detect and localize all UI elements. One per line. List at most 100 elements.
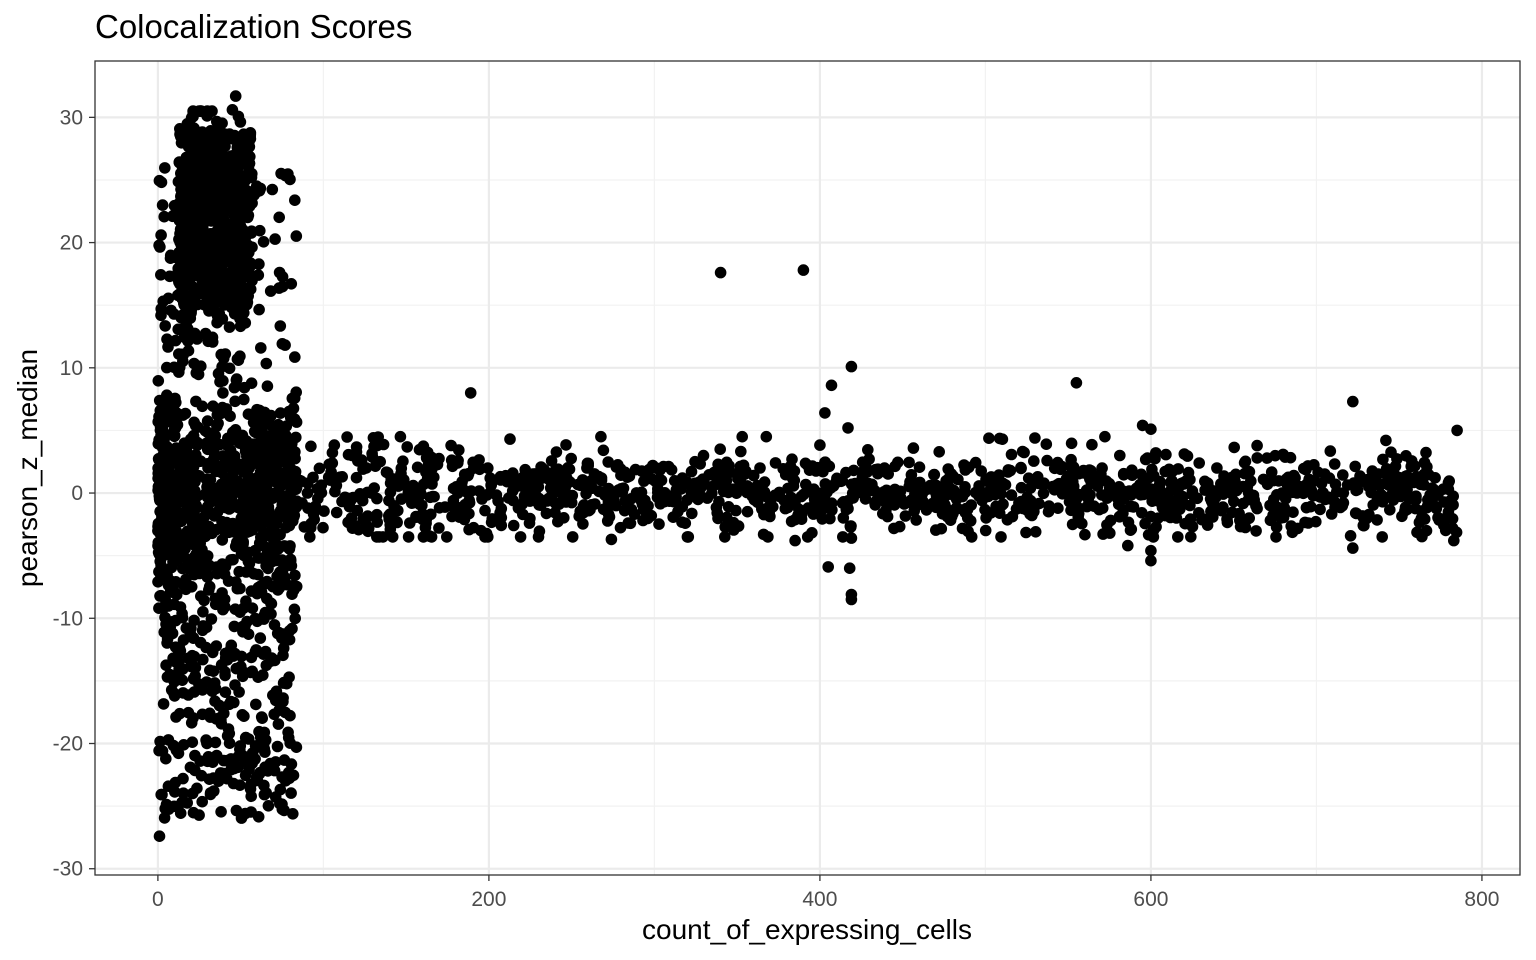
data-point [1416, 530, 1428, 543]
data-point [1031, 471, 1044, 483]
data-point [185, 132, 198, 145]
data-point [952, 473, 964, 486]
data-point [278, 476, 291, 489]
data-point [330, 506, 343, 519]
data-point [196, 286, 208, 299]
data-point [920, 504, 933, 516]
data-point [1041, 454, 1053, 467]
data-point [313, 462, 326, 475]
data-point [181, 797, 193, 809]
data-point [280, 420, 293, 433]
data-point [837, 531, 849, 543]
data-point [439, 501, 451, 513]
data-point [185, 717, 198, 729]
data-point [249, 612, 262, 625]
data-point [657, 460, 670, 473]
data-point [342, 448, 355, 461]
data-point [274, 320, 287, 332]
data-point [479, 504, 491, 517]
data-point [177, 634, 190, 646]
data-point [1086, 438, 1098, 451]
data-point [1443, 475, 1455, 487]
data-point [1409, 502, 1422, 515]
data-point [155, 176, 168, 189]
y-tick-label: 20 [60, 232, 83, 255]
data-point [928, 469, 940, 481]
data-point [164, 497, 176, 509]
data-point [283, 446, 296, 458]
data-point [1277, 511, 1290, 524]
data-point [654, 498, 667, 510]
data-point [1193, 457, 1205, 469]
data-point [161, 440, 173, 453]
data-point [394, 470, 406, 483]
data-point [795, 490, 808, 503]
data-point [207, 292, 219, 304]
data-point [361, 510, 374, 522]
data-point [182, 689, 195, 701]
data-point [217, 139, 229, 151]
data-point [287, 808, 299, 820]
data-point [156, 511, 168, 523]
data-point [155, 303, 167, 315]
data-point [315, 479, 328, 492]
data-point [1153, 482, 1166, 494]
data-point [422, 464, 434, 477]
data-point [893, 520, 906, 533]
data-point [964, 515, 977, 527]
data-point [1379, 467, 1392, 480]
data-point [328, 439, 341, 451]
data-point [453, 511, 466, 523]
data-point [869, 499, 881, 511]
data-point [225, 240, 237, 252]
data-point [1329, 478, 1342, 491]
data-point [196, 400, 209, 413]
data-point [1072, 488, 1084, 501]
data-point [736, 483, 748, 495]
data-point [173, 361, 186, 374]
data-point [220, 516, 233, 529]
data-point [754, 462, 766, 474]
data-point [599, 489, 611, 501]
data-point [168, 482, 180, 495]
data-point [995, 531, 1007, 543]
data-point [773, 486, 786, 499]
data-point [185, 168, 198, 181]
data-point [289, 612, 302, 625]
data-point [1271, 489, 1283, 501]
data-point [217, 387, 229, 399]
data-point [284, 553, 297, 566]
data-point [206, 646, 219, 659]
data-point [467, 521, 480, 534]
data-point [168, 800, 180, 813]
data-point [230, 374, 243, 386]
data-point [670, 483, 683, 496]
data-point [371, 439, 384, 452]
data-point [719, 531, 731, 543]
x-axis-title: count_of_expressing_cells [642, 914, 972, 945]
data-point [178, 477, 191, 490]
data-point [285, 467, 298, 480]
data-point [1384, 504, 1396, 516]
data-point [161, 333, 173, 346]
data-point [201, 415, 214, 427]
data-point [1247, 489, 1260, 502]
data-point [177, 578, 190, 591]
data-point [969, 456, 982, 469]
data-point [182, 335, 194, 347]
data-point [825, 379, 838, 392]
data-point [1160, 448, 1172, 461]
data-point [219, 652, 232, 664]
data-point [1002, 464, 1015, 476]
data-point [402, 531, 415, 543]
data-point [212, 161, 225, 174]
data-point [1181, 450, 1194, 462]
data-point [195, 105, 207, 117]
data-point [417, 478, 430, 491]
data-point [1065, 460, 1077, 473]
data-point [187, 806, 200, 819]
data-point [1422, 468, 1435, 481]
data-point [1054, 463, 1067, 476]
data-point [254, 632, 267, 644]
data-point [1257, 473, 1270, 486]
